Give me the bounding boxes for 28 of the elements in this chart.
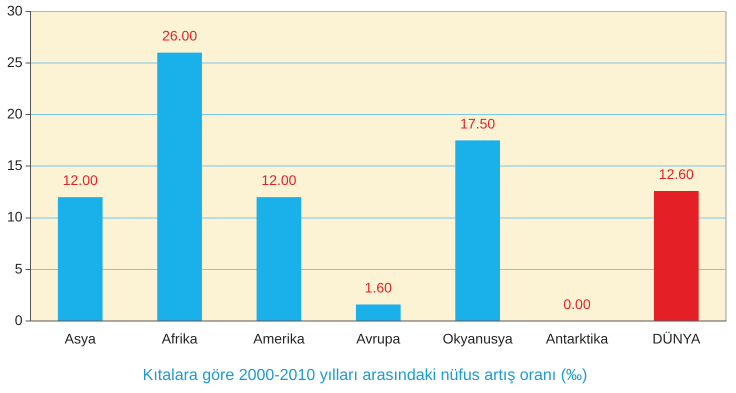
data-label: 26.00	[162, 28, 198, 44]
bar	[256, 197, 302, 320]
x-tick-label: Asya	[64, 330, 96, 346]
data-label: 12.00	[261, 172, 297, 188]
y-tick-label: 15	[6, 157, 23, 174]
data-label: 12.00	[62, 172, 98, 188]
bar	[356, 304, 401, 320]
text: Kıtalara göre 2000-2010 yılları arasındaki nüfus artış oranı (‰)	[142, 366, 588, 384]
x-tick-label: Avrupa	[356, 330, 401, 346]
y-tick-label: 30	[6, 2, 23, 18]
y-tick-label: 10	[6, 208, 23, 225]
x-tick-label: Antarktika	[546, 330, 608, 346]
data-label: 0.00	[563, 296, 591, 312]
data-label: 17.50	[460, 115, 496, 132]
x-tick-label: Okyanusya	[442, 330, 513, 346]
y-tick-label: 20	[6, 105, 23, 122]
bar	[58, 197, 103, 320]
x-tick-label: DÜNYA	[652, 330, 701, 346]
x-tick-label: Amerika	[253, 330, 305, 346]
y-tick-label: 25	[6, 54, 23, 70]
y-tick-label: 5	[14, 260, 23, 276]
bar	[455, 140, 500, 320]
bar	[157, 52, 202, 320]
data-label: 12.60	[658, 166, 694, 182]
data-label: 1.60	[364, 279, 392, 296]
bar	[654, 190, 699, 320]
y-tick-label: 0	[14, 312, 23, 328]
x-tick-label: Afrika	[162, 330, 198, 346]
